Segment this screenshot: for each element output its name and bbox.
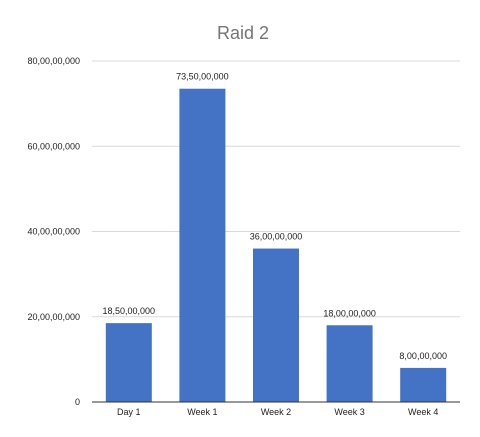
y-axis-tick-labels: 0 20,00,00,000 40,00,00,000 60,00,00,000 80,…: [27, 56, 80, 407]
data-label: 18,00,00,000: [323, 308, 376, 318]
data-label: 36,00,00,000: [250, 232, 303, 242]
bar: [179, 88, 226, 403]
y-tick-label: 20,00,00,000: [27, 312, 80, 322]
y-tick-label: 0: [75, 397, 80, 407]
bar: [105, 323, 152, 402]
bar: [400, 367, 447, 402]
x-axis-tick-labels: Day 1 Week 1 Week 2 Week 3 Week 4: [117, 407, 438, 417]
y-tick-label: 60,00,00,000: [27, 141, 80, 151]
bar: [253, 248, 299, 402]
y-tick-label: 80,00,00,000: [27, 56, 80, 66]
data-label: 8,00,00,000: [399, 351, 447, 361]
x-tick-label: Week 1: [187, 407, 217, 417]
data-label-layer: 18,50,00,000 73,50,00,000 36,00,00,000 18,0…: [103, 72, 447, 361]
x-tick-label: Week 3: [334, 407, 364, 417]
data-label: 73,50,00,000: [176, 72, 229, 82]
x-tick-label: Week 2: [261, 407, 291, 417]
chart-title: Raid 2: [217, 23, 269, 43]
x-tick-label: Day 1: [117, 407, 141, 417]
bar-layer: [105, 88, 447, 403]
bar: [326, 325, 373, 402]
y-tick-label: 40,00,00,000: [27, 227, 80, 237]
x-tick-label: Week 4: [408, 407, 438, 417]
data-label: 18,50,00,000: [103, 306, 156, 316]
